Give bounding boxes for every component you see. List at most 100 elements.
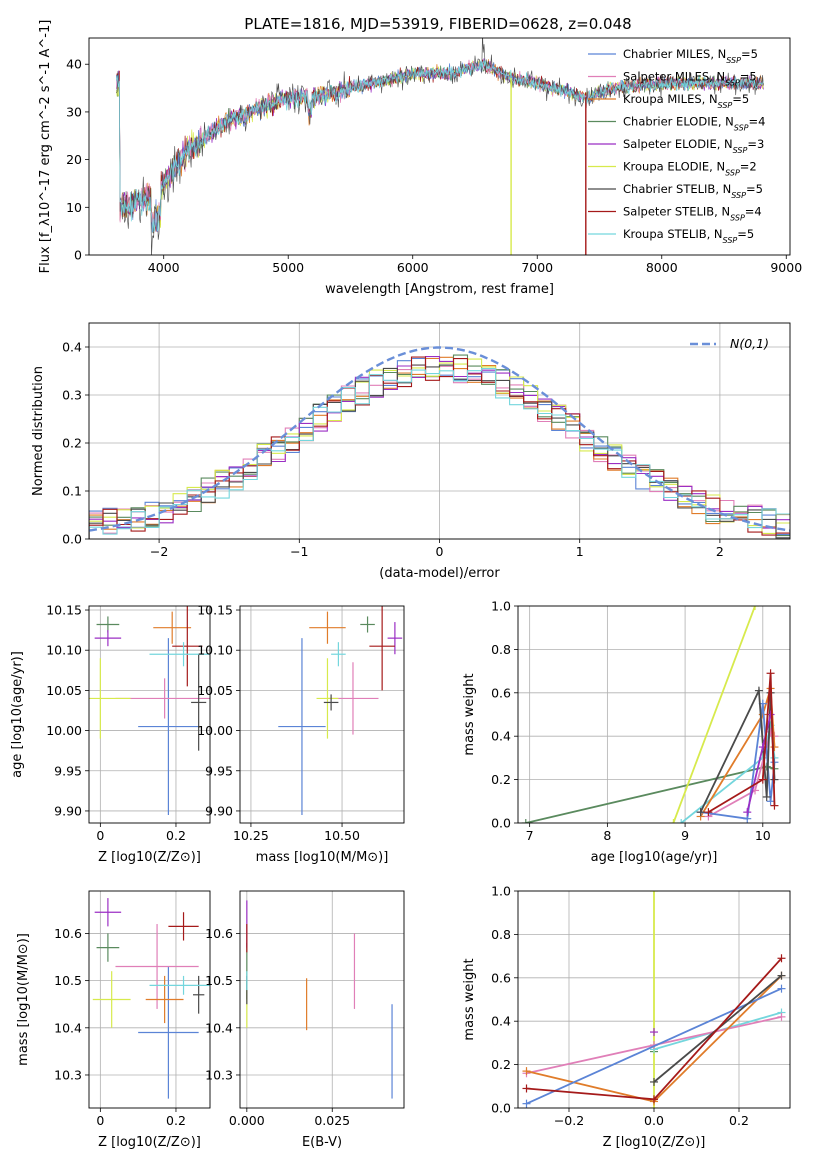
x-tick-label: −0.2 [554, 1113, 584, 1128]
y-tick-label: 10.00 [46, 723, 82, 738]
y-tick-label: 10.5 [205, 973, 233, 988]
x-tick-label: 8000 [646, 260, 678, 275]
mass-age-panel: 10.25 10.50 9.90 9.95 10.00 10.05 10.10 10.15 ma… [197, 603, 405, 865]
y-tick-label: 9.90 [54, 803, 82, 818]
age-weight-panel: 7 8 9 10 0.0 0.2 0.4 0.6 0.8 1.0 age [log10(age/yr… [462, 599, 791, 865]
y-tick-label: 0.8 [491, 927, 511, 942]
x-axis-label: age [log10(age/yr)] [591, 850, 718, 865]
y-tick-label: 10.10 [197, 643, 233, 658]
y-tick-label: 0.4 [491, 729, 511, 744]
y-tick-label: 10.6 [205, 926, 233, 941]
y-axis-label: mass [log10(M/M⊙)] [16, 933, 31, 1066]
y-tick-label: 10.05 [197, 683, 233, 698]
legend-label-3: Chabrier ELODIE, NSSP=4 [623, 115, 765, 133]
histogram-series-8 [89, 368, 790, 539]
x-tick-label: 6000 [397, 260, 429, 275]
x-tick-label: 0.2 [166, 1113, 186, 1128]
y-tick-label: 30 [66, 104, 82, 119]
z-weight-panel: −0.2 0.0 0.2 0.0 0.2 0.4 0.6 0.8 1.0 Z [log10(Z/Z… [462, 884, 791, 1150]
axes-frame [517, 890, 791, 1109]
y-tick-label: 0.2 [491, 1057, 511, 1072]
x-tick-label: 2 [716, 544, 724, 559]
x-tick-label: 0 [436, 544, 444, 559]
x-tick-label: 0 [96, 1113, 104, 1128]
error-bars [89, 606, 210, 815]
y-axis-label: Normed distribution [31, 366, 46, 496]
ebv-mass-panel: 0.000 0.025 10.3 10.4 10.5 10.6 E(B-V) [205, 890, 405, 1150]
x-tick-label: 9000 [770, 260, 802, 275]
spectrum-lines [116, 38, 764, 255]
x-tick-label: 4000 [148, 260, 180, 275]
y-tick-label: 9.95 [54, 763, 82, 778]
y-axis-label: Flux [f_λ10^-17 erg cm^-2 s^-1 A^-1] [38, 20, 53, 274]
weight-line-5 [672, 606, 756, 823]
y-tick-label: 9.95 [205, 763, 233, 778]
x-tick-label: 8 [603, 828, 611, 843]
y-tick-label: 10.5 [54, 973, 82, 988]
legend-label-6: Chabrier STELIB, NSSP=5 [623, 182, 763, 200]
weight-lines [521, 606, 779, 823]
figure-title: PLATE=1816, MJD=53919, FIBERID=0628, z=0… [244, 15, 631, 33]
y-tick-label: 10.6 [54, 926, 82, 941]
axes-frame [88, 322, 791, 540]
y-tick-label: 10.10 [46, 643, 82, 658]
x-tick-label: 0.2 [166, 828, 186, 843]
y-tick-label: 9.90 [205, 803, 233, 818]
y-tick-label: 10.05 [46, 683, 82, 698]
y-tick-label: 40 [66, 57, 82, 72]
y-tick-label: 0.4 [62, 340, 82, 355]
x-tick-label: −2 [150, 544, 168, 559]
spectrum-series-8 [116, 59, 764, 233]
y-tick-label: 0.2 [491, 772, 511, 787]
x-tick-label: 9 [681, 828, 689, 843]
x-axis-label: Z [log10(Z/Z⊙)] [603, 1135, 706, 1150]
y-axis-label: mass weight [462, 958, 477, 1040]
weight-lines [522, 891, 786, 1108]
x-tick-label: 0 [96, 828, 104, 843]
histogram-series-6 [89, 364, 790, 539]
normal-reference-curve [89, 346, 790, 532]
y-tick-label: 10.3 [205, 1067, 233, 1082]
spectrum-legend: Chabrier MILES, NSSP=5 Salpeter MILES, NS… [588, 47, 765, 245]
axes-frame [88, 890, 211, 1109]
x-tick-label: −1 [290, 544, 308, 559]
y-tick-label: 1.0 [491, 884, 511, 899]
legend-normal-label: N(0,1) [730, 336, 769, 351]
x-tick-label: 0.025 [314, 1113, 350, 1128]
histograms [89, 346, 790, 539]
y-tick-label: 20 [66, 152, 82, 167]
legend-label-0: Chabrier MILES, NSSP=5 [623, 47, 758, 65]
x-tick-label: 10.25 [233, 828, 269, 843]
y-tick-label: 10.3 [54, 1067, 82, 1082]
legend-label-1: Salpeter MILES, NSSP=5 [623, 70, 757, 88]
x-tick-label: 0.000 [229, 1113, 265, 1128]
y-tick-label: 0.6 [491, 970, 511, 985]
x-axis-label: (data-model)/error [379, 566, 500, 581]
y-tick-label: 0.1 [62, 484, 82, 499]
y-tick-label: 0.0 [62, 532, 82, 547]
y-tick-label: 10.00 [197, 723, 233, 738]
x-axis-label: Z [log10(Z/Z⊙)] [98, 1135, 201, 1150]
y-tick-label: 10.4 [205, 1020, 233, 1035]
axes-frame [517, 605, 791, 824]
y-tick-label: 10.15 [197, 603, 233, 618]
error-bars [92, 898, 210, 1099]
legend-label-8: Kroupa STELIB, NSSP=5 [623, 227, 754, 245]
x-axis-label: Z [log10(Z/Z⊙)] [98, 850, 201, 865]
y-axis-label: mass weight [462, 673, 477, 755]
z-age-panel: 0 0.2 9.90 9.95 10.00 10.05 10.10 10.15 Z [log10… [10, 603, 211, 865]
y-tick-label: 0.2 [62, 436, 82, 451]
x-tick-label: 10 [755, 828, 771, 843]
y-tick-label: 0.4 [491, 1014, 511, 1029]
y-tick-label: 10 [66, 200, 82, 215]
y-tick-label: 0.0 [491, 816, 511, 831]
y-tick-label: 0.8 [491, 642, 511, 657]
x-tick-label: 5000 [272, 260, 304, 275]
axes-frame [239, 605, 405, 824]
error-bars [246, 900, 393, 1099]
legend-label-7: Salpeter STELIB, NSSP=4 [623, 205, 762, 223]
axes-frame [239, 890, 405, 1109]
y-tick-label: 10.15 [46, 603, 82, 618]
x-tick-label: 0.0 [644, 1113, 664, 1128]
